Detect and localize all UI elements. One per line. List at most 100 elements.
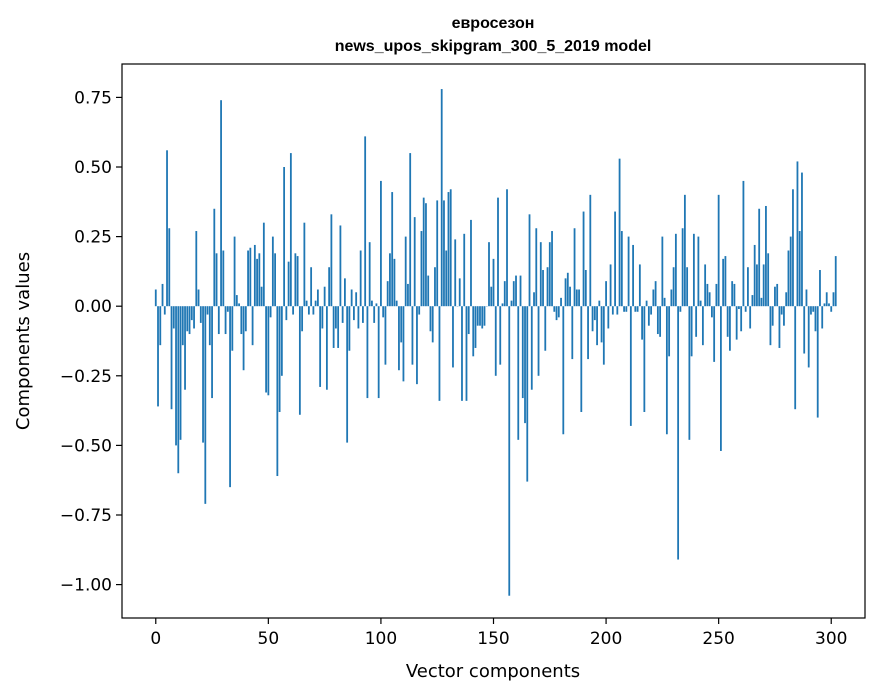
bar-225 — [661, 236, 664, 307]
bar-175 — [548, 242, 551, 307]
bar-221 — [652, 289, 655, 307]
bar-91 — [359, 250, 362, 307]
bar-261 — [742, 180, 745, 307]
bar-240 — [695, 306, 698, 337]
bar-162 — [519, 275, 522, 307]
bar-168 — [533, 292, 535, 307]
bar-233 — [679, 306, 682, 312]
bar-174 — [546, 267, 549, 307]
bar-104 — [389, 253, 391, 307]
bar-95 — [368, 242, 371, 307]
bar-42 — [249, 247, 252, 307]
bar-66 — [303, 222, 306, 307]
bar-237 — [688, 306, 691, 440]
bar-78 — [330, 214, 333, 307]
bar-116 — [416, 306, 418, 385]
bar-26 — [213, 208, 216, 307]
bar-87 — [350, 289, 353, 307]
bar-228 — [668, 306, 671, 357]
bar-202 — [609, 264, 612, 307]
bar-173 — [544, 306, 547, 351]
bar-98 — [375, 303, 378, 307]
bar-25 — [211, 306, 213, 399]
bar-294 — [816, 306, 819, 418]
bar-8 — [172, 306, 175, 329]
bar-299 — [828, 303, 830, 307]
bar-72 — [316, 289, 319, 307]
bar-242 — [699, 300, 702, 307]
y-tick-label-4: −0.25 — [60, 367, 112, 387]
y-tick-label-3: 0.00 — [74, 297, 112, 317]
bar-285 — [796, 161, 799, 307]
bar-69 — [310, 267, 313, 307]
bar-287 — [801, 172, 803, 307]
chart-title-line1: евросезон — [452, 15, 535, 32]
bar-16 — [190, 306, 193, 321]
bar-200 — [605, 281, 607, 307]
bar-100 — [380, 180, 382, 307]
bar-43 — [251, 306, 254, 346]
bar-197 — [598, 300, 601, 307]
bar-97 — [373, 306, 376, 323]
bar-152 — [497, 197, 499, 307]
x-axis-ticks: 0 50 100 150 200 250 300 — [150, 618, 847, 649]
bar-31 — [224, 306, 227, 335]
bar-121 — [427, 275, 430, 307]
bar-298 — [825, 292, 828, 307]
bar-246 — [708, 292, 711, 307]
bar-217 — [643, 306, 646, 412]
y-tick-label-5: −0.50 — [60, 436, 112, 456]
bar-137 — [463, 233, 466, 307]
bar-80 — [334, 306, 337, 329]
bar-149 — [490, 286, 493, 307]
bar-194 — [591, 306, 594, 332]
bar-115 — [413, 217, 416, 307]
x-tick-label-3: 150 — [477, 629, 509, 649]
bar-92 — [362, 306, 364, 323]
bar-123 — [431, 306, 434, 343]
bar-220 — [650, 306, 653, 315]
bar-71 — [314, 300, 317, 307]
bar-182 — [564, 278, 567, 307]
bar-171 — [539, 242, 542, 307]
bar-266 — [753, 244, 756, 307]
bar-18 — [195, 231, 198, 307]
bar-129 — [445, 250, 448, 307]
bar-262 — [744, 306, 747, 312]
bar-292 — [812, 306, 815, 312]
bar-260 — [740, 306, 743, 332]
bar-170 — [537, 306, 540, 376]
y-tick-label-2: 0.25 — [74, 228, 112, 248]
bar-250 — [717, 194, 720, 307]
bar-236 — [686, 267, 689, 307]
bar-222 — [654, 281, 657, 307]
bar-172 — [542, 270, 544, 307]
bar-203 — [611, 306, 614, 315]
bar-14 — [186, 306, 189, 332]
bar-302 — [834, 256, 837, 307]
bar-264 — [749, 306, 752, 329]
bar-244 — [704, 264, 707, 307]
bar-81 — [337, 306, 340, 348]
bar-40 — [244, 306, 247, 332]
bar-249 — [715, 283, 718, 307]
bar-201 — [607, 306, 610, 329]
bar-49 — [265, 306, 267, 393]
bar-114 — [411, 306, 414, 365]
bar-155 — [503, 281, 506, 307]
bar-270 — [762, 264, 765, 307]
bar-108 — [398, 306, 400, 371]
bar-117 — [418, 306, 421, 315]
bar-206 — [618, 158, 621, 307]
bar-161 — [517, 306, 520, 440]
bar-82 — [339, 225, 342, 307]
bar-204 — [614, 211, 616, 307]
bar-273 — [769, 306, 772, 346]
bar-183 — [566, 272, 569, 307]
bar-218 — [645, 300, 648, 307]
bar-44 — [253, 244, 256, 307]
bar-227 — [665, 306, 668, 435]
bar-151 — [494, 306, 497, 376]
bar-193 — [589, 194, 592, 307]
bar-56 — [280, 306, 283, 376]
